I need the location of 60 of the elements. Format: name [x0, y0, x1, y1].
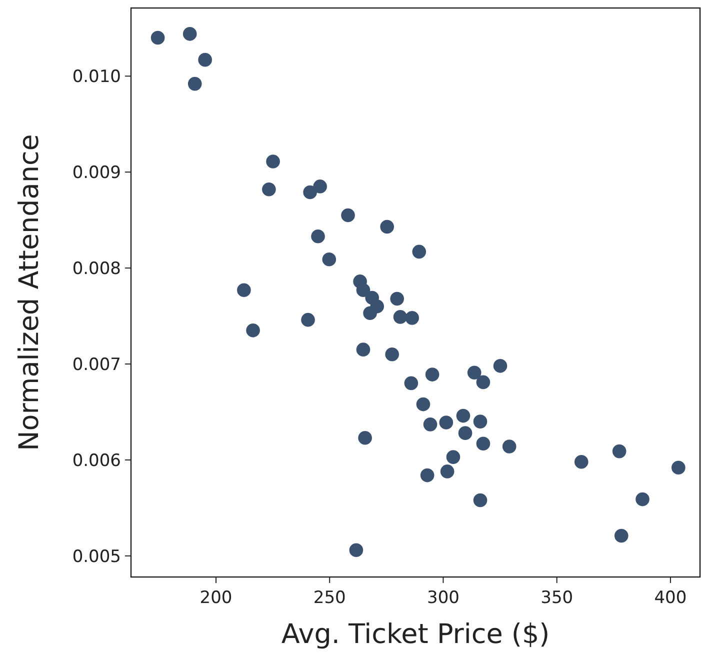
point	[612, 444, 626, 458]
point	[198, 52, 212, 67]
point	[440, 464, 454, 478]
point	[363, 306, 377, 320]
point	[322, 252, 336, 266]
point	[246, 324, 260, 338]
point	[341, 208, 355, 222]
x-tick-label: 200	[200, 588, 232, 608]
point	[456, 408, 470, 423]
y-tick-label: 0.008	[72, 258, 121, 279]
point	[476, 436, 490, 451]
x-tick-label: 400	[654, 588, 687, 608]
point	[412, 244, 426, 259]
point	[574, 454, 588, 469]
point	[262, 182, 276, 196]
point	[473, 493, 488, 508]
point	[390, 292, 404, 306]
point	[393, 310, 408, 324]
point	[266, 154, 280, 168]
point	[358, 430, 372, 445]
point	[416, 397, 430, 412]
point	[672, 460, 686, 475]
point	[502, 440, 516, 454]
x-tick-label: 350	[540, 588, 574, 608]
point	[313, 180, 327, 194]
point	[405, 311, 419, 325]
point	[614, 528, 628, 543]
point	[423, 418, 438, 432]
x-tick-label: 250	[313, 588, 346, 608]
y-tick-label: 0.007	[72, 354, 121, 375]
point	[349, 543, 364, 558]
point	[385, 347, 400, 362]
point	[356, 283, 370, 297]
point	[237, 283, 251, 297]
point	[636, 492, 650, 506]
point	[458, 426, 472, 440]
point	[303, 185, 317, 200]
point	[356, 342, 370, 356]
point	[188, 76, 202, 91]
point	[467, 366, 482, 380]
point	[446, 450, 460, 464]
point	[301, 312, 315, 327]
y-tick-label: 0.005	[72, 546, 121, 567]
point	[493, 359, 508, 373]
point	[476, 375, 490, 390]
point	[380, 220, 394, 234]
point	[420, 468, 434, 482]
y-tick-label: 0.009	[72, 163, 121, 184]
point	[439, 416, 454, 430]
point	[311, 229, 325, 244]
x-axis-title: Avg. Ticket Price ($)	[281, 619, 550, 650]
point	[425, 368, 440, 382]
x-tick-label: 300	[426, 588, 460, 608]
point	[473, 414, 488, 428]
y-tick-label: 0.010	[72, 67, 121, 88]
point	[150, 30, 165, 45]
point	[182, 27, 197, 41]
y-tick-label: 0.006	[72, 450, 121, 471]
point	[404, 376, 418, 390]
y-axis-title: Normalized Attendance	[14, 134, 45, 451]
